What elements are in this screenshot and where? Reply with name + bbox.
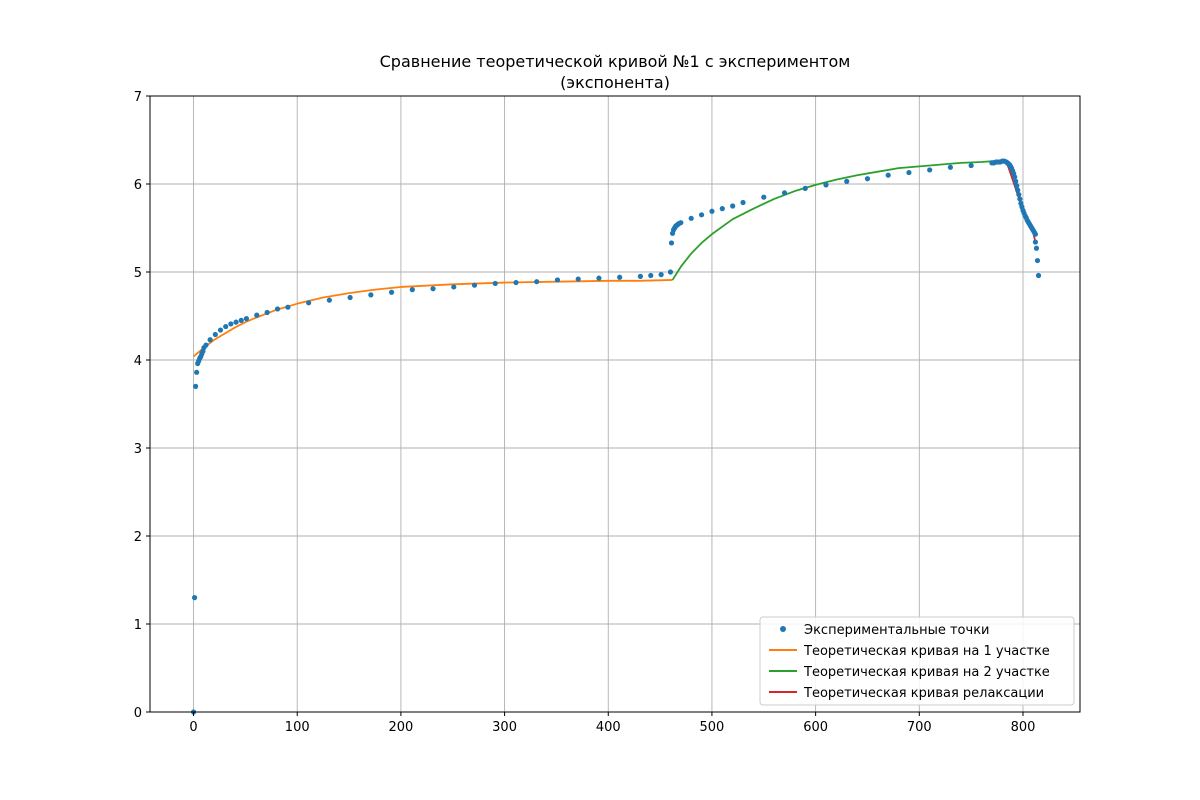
data-point — [451, 284, 457, 290]
data-point — [492, 280, 498, 287]
legend-marker-experimental — [780, 626, 786, 632]
data-point — [781, 190, 788, 196]
legend-label-experimental: Экспериментальные точки — [804, 623, 990, 638]
data-point — [823, 182, 829, 188]
data-point — [554, 277, 561, 283]
x-tick-label: 500 — [700, 720, 725, 735]
data-point — [207, 337, 213, 343]
data-point — [1016, 191, 1022, 198]
data-point — [802, 185, 808, 191]
data-point — [1017, 196, 1023, 202]
data-point — [1032, 239, 1039, 245]
data-point — [740, 199, 746, 206]
y-tick-label: 2 — [134, 530, 142, 545]
chart-title-line1: Сравнение теоретической кривой №1 с эксп… — [380, 52, 851, 71]
legend: Экспериментальные точки Теоретическая кр… — [759, 616, 1075, 706]
data-point — [761, 194, 767, 200]
data-point — [534, 279, 540, 285]
data-point — [927, 167, 933, 173]
data-point — [667, 269, 674, 275]
legend-label-stage2: Теоретическая кривая на 2 участке — [803, 665, 1050, 680]
data-point — [228, 321, 234, 327]
data-point — [968, 162, 974, 169]
x-tick-label: 100 — [285, 720, 310, 735]
data-point — [1015, 187, 1021, 193]
data-point — [596, 275, 602, 281]
x-tick-label: 700 — [907, 720, 932, 735]
legend-label-stage1: Теоретическая кривая на 1 участке — [803, 644, 1050, 659]
x-tick-label: 200 — [388, 720, 413, 735]
x-tick-label: 300 — [492, 720, 517, 735]
data-point — [471, 282, 478, 288]
data-point — [1012, 174, 1018, 180]
data-point — [430, 286, 436, 292]
data-point — [193, 383, 199, 389]
data-point — [513, 279, 519, 286]
data-point — [254, 312, 260, 318]
chart-title-line2: (экспонента) — [560, 73, 670, 92]
data-point — [730, 203, 736, 209]
y-tick-label: 3 — [134, 442, 142, 457]
x-tick-label: 0 — [189, 720, 197, 735]
data-point — [264, 309, 270, 316]
plot-frame — [149, 95, 1081, 713]
data-point — [1035, 272, 1042, 279]
data-point — [844, 178, 850, 184]
data-point — [1033, 245, 1040, 251]
data-point — [233, 319, 239, 325]
legend-box — [759, 616, 1075, 706]
data-point — [326, 297, 332, 303]
data-point — [678, 220, 684, 226]
data-point — [212, 331, 218, 338]
data-point — [1013, 178, 1019, 184]
y-tick-label: 4 — [134, 354, 142, 369]
series-line-1 — [192, 279, 673, 358]
y-tick-label: 1 — [134, 618, 142, 633]
tick-layer: 0 100 200 300 400 500 600 700 800 0 1 2 3 4 5 6 7 — [134, 90, 1036, 735]
data-point — [285, 304, 291, 310]
data-point — [1034, 257, 1041, 264]
data-point — [698, 212, 705, 218]
data-point — [947, 164, 954, 170]
x-tick-label: 600 — [803, 720, 828, 735]
data-point — [1014, 183, 1020, 189]
legend-label-relaxation: Теоретическая кривая релаксации — [803, 686, 1044, 701]
data-point — [709, 208, 715, 214]
data-point — [243, 316, 250, 322]
data-point — [658, 272, 664, 278]
data-point — [306, 300, 312, 306]
data-point — [388, 289, 395, 295]
data-point — [217, 327, 224, 333]
data-point — [885, 172, 891, 178]
x-tick-label: 400 — [596, 720, 621, 735]
data-point — [1032, 231, 1039, 237]
data-point — [906, 169, 912, 176]
data-point — [203, 342, 209, 348]
data-point — [617, 274, 623, 280]
data-point — [191, 595, 198, 601]
data-point — [347, 294, 353, 301]
data-point — [864, 176, 871, 182]
y-tick-label: 0 — [134, 706, 142, 721]
data-point — [194, 369, 200, 375]
data-point — [223, 323, 229, 330]
data-point — [648, 272, 654, 279]
data-point — [409, 287, 415, 293]
y-tick-label: 7 — [134, 90, 142, 105]
y-tick-label: 5 — [134, 266, 142, 281]
data-point — [688, 215, 694, 221]
x-tick-label: 800 — [1011, 720, 1036, 735]
data-point — [368, 292, 374, 298]
series-line-2 — [671, 159, 1005, 281]
data-point — [575, 276, 581, 282]
data-point — [719, 206, 725, 212]
y-tick-label: 6 — [134, 178, 142, 193]
data-point — [274, 306, 281, 312]
series-layer — [190, 158, 1042, 715]
data-point — [668, 240, 675, 246]
data-point — [238, 317, 244, 323]
data-point — [637, 273, 644, 279]
